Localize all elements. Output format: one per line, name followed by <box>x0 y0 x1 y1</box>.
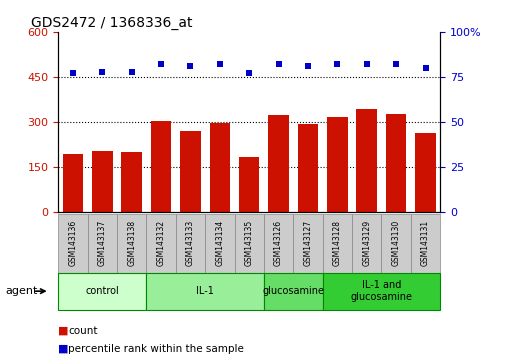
Text: IL-1: IL-1 <box>196 286 214 296</box>
Text: agent: agent <box>5 286 37 296</box>
Bar <box>351 214 381 273</box>
Bar <box>150 121 171 212</box>
Point <box>98 69 106 74</box>
Text: GSM143131: GSM143131 <box>420 220 429 267</box>
Point <box>186 63 194 69</box>
Bar <box>205 214 234 273</box>
Bar <box>146 273 264 310</box>
Bar <box>63 154 83 212</box>
Bar <box>58 214 87 273</box>
Bar <box>87 214 117 273</box>
Bar <box>264 273 322 310</box>
Text: GSM143137: GSM143137 <box>97 220 107 267</box>
Bar <box>385 114 406 212</box>
Text: GDS2472 / 1368336_at: GDS2472 / 1368336_at <box>30 16 192 30</box>
Point <box>421 65 429 71</box>
Bar <box>297 124 318 212</box>
Point <box>333 62 341 67</box>
Bar <box>92 151 112 212</box>
Bar <box>117 214 146 273</box>
Bar <box>180 131 200 212</box>
Bar <box>58 273 146 310</box>
Text: GSM143136: GSM143136 <box>68 220 77 267</box>
Text: GSM143127: GSM143127 <box>303 220 312 267</box>
Bar <box>268 115 288 212</box>
Point <box>362 62 370 67</box>
Text: control: control <box>85 286 119 296</box>
Bar <box>293 214 322 273</box>
Point <box>274 62 282 67</box>
Point <box>69 70 77 76</box>
Text: GSM143126: GSM143126 <box>274 220 282 267</box>
Bar <box>234 214 264 273</box>
Bar <box>326 117 347 212</box>
Text: GSM143132: GSM143132 <box>156 220 165 267</box>
Text: GSM143134: GSM143134 <box>215 220 224 267</box>
Bar <box>264 214 293 273</box>
Bar <box>238 157 259 212</box>
Bar <box>121 152 142 212</box>
Text: GSM143129: GSM143129 <box>362 220 371 267</box>
Point <box>215 62 223 67</box>
Bar <box>146 214 175 273</box>
Bar <box>356 109 376 212</box>
Point <box>157 62 165 67</box>
Bar <box>175 214 205 273</box>
Text: glucosamine: glucosamine <box>262 286 324 296</box>
Bar <box>209 123 230 212</box>
Text: IL-1 and
glucosamine: IL-1 and glucosamine <box>350 280 412 302</box>
Text: ■: ■ <box>58 344 69 354</box>
Bar <box>410 214 439 273</box>
Text: percentile rank within the sample: percentile rank within the sample <box>68 344 244 354</box>
Bar <box>322 214 351 273</box>
Bar <box>381 214 410 273</box>
Point <box>391 62 399 67</box>
Point <box>127 69 135 74</box>
Bar <box>415 133 435 212</box>
Text: GSM143130: GSM143130 <box>391 220 400 267</box>
Text: GSM143135: GSM143135 <box>244 220 253 267</box>
Point <box>245 70 253 76</box>
Bar <box>322 273 439 310</box>
Text: count: count <box>68 326 97 336</box>
Text: GSM143138: GSM143138 <box>127 220 136 267</box>
Point <box>304 63 312 69</box>
Text: GSM143133: GSM143133 <box>185 220 194 267</box>
Text: ■: ■ <box>58 326 69 336</box>
Text: GSM143128: GSM143128 <box>332 221 341 266</box>
